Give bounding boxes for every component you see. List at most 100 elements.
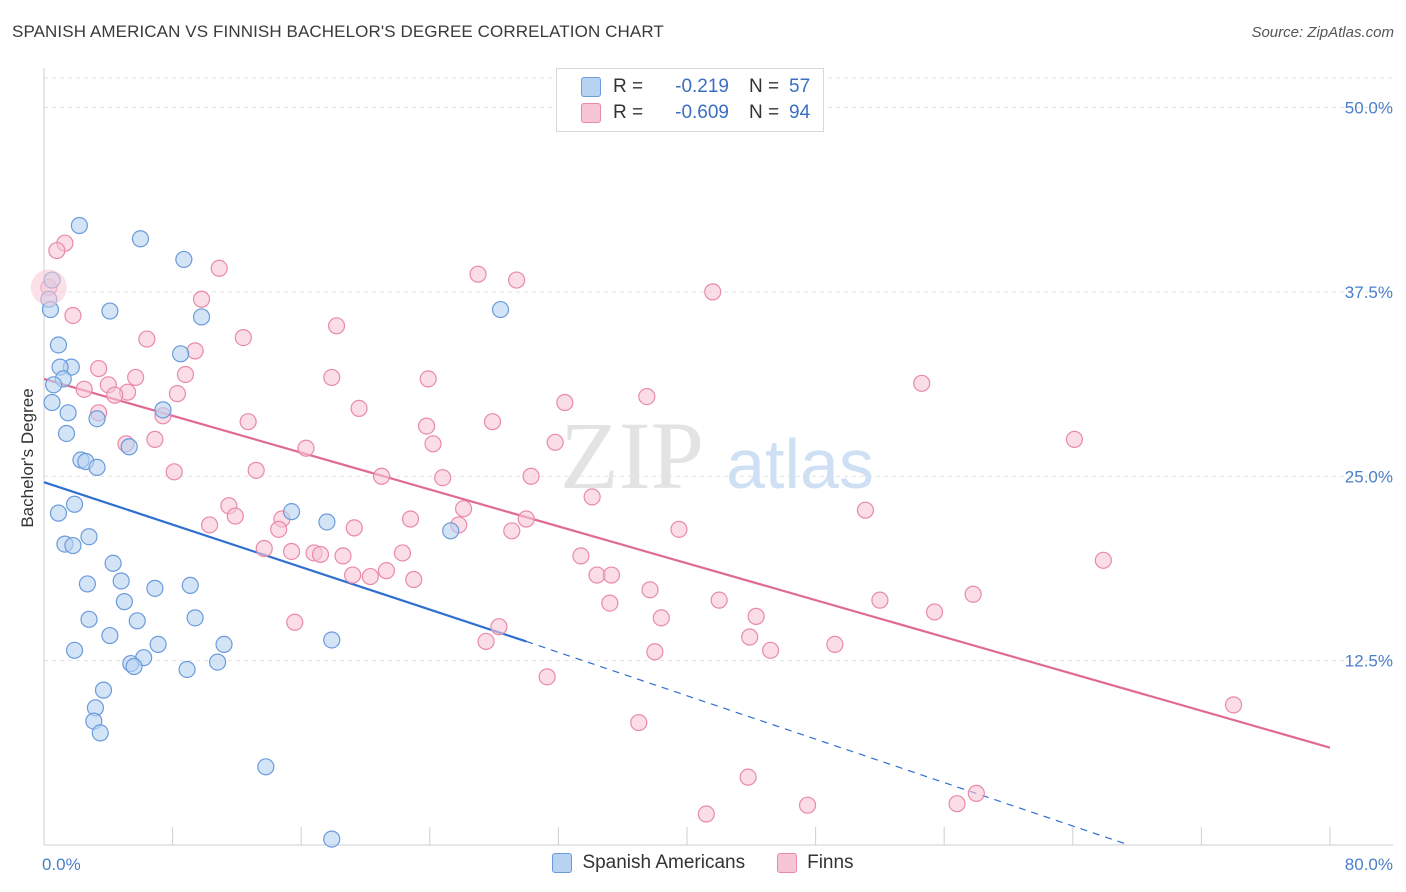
point-spanish-american	[94, 681, 113, 699]
point-finn	[741, 628, 759, 646]
point-spanish-american	[491, 300, 510, 319]
point-finn	[417, 417, 436, 435]
point-finn	[601, 594, 619, 612]
point-spanish-american	[49, 504, 68, 522]
point-finn	[1065, 430, 1084, 448]
point-finn	[583, 488, 601, 506]
point-spanish-american	[101, 626, 119, 645]
point-finn	[454, 500, 473, 518]
point-spanish-american	[215, 635, 233, 654]
point-spanish-american	[78, 575, 97, 593]
trend-line-spanish-americans	[43, 481, 527, 643]
point-finn	[483, 413, 502, 431]
point-finn	[270, 520, 288, 538]
point-finn	[747, 607, 765, 625]
point-finn	[913, 374, 931, 392]
legend-item-spanish-americans[interactable]: Spanish Americans	[552, 852, 745, 874]
point-finn	[372, 467, 391, 485]
point-finn	[48, 241, 66, 260]
point-finn	[401, 510, 420, 528]
point-finn	[168, 385, 187, 403]
series-legend: Spanish Americans Finns	[0, 852, 1406, 874]
point-finn	[602, 566, 621, 584]
legend-swatch-blue	[581, 77, 601, 97]
point-finn	[630, 713, 648, 732]
trend-line-spanish-americans-extension	[526, 640, 1130, 846]
legend-swatch-pink	[581, 103, 601, 123]
point-finn	[345, 519, 363, 537]
point-finn	[538, 668, 556, 686]
point-finn	[508, 271, 526, 289]
y-tick-label: 12.5%	[1345, 652, 1393, 671]
point-spanish-american	[172, 345, 190, 363]
point-spanish-american	[112, 572, 130, 590]
point-spanish-american	[178, 660, 196, 679]
point-finn	[739, 768, 757, 786]
point-finn	[311, 545, 330, 564]
point-spanish-american	[88, 458, 106, 476]
axis-labels: 0.0% 80.0% Bachelor's Degree 12.5% 25.0% 3…	[18, 99, 1393, 875]
legend-swatch-pink	[777, 853, 798, 873]
point-finn	[165, 463, 183, 481]
point-spanish-american	[175, 250, 193, 269]
legend-item-finns[interactable]: Finns	[777, 852, 854, 874]
point-finn	[925, 603, 944, 621]
point-finn	[350, 399, 368, 417]
point-spanish-american	[59, 404, 77, 422]
point-finn	[826, 635, 844, 654]
y-tick-label: 25.0%	[1345, 467, 1393, 486]
point-finn	[64, 306, 82, 325]
point-finn	[1094, 551, 1112, 569]
point-finn	[282, 542, 301, 561]
point-finn	[138, 330, 156, 348]
point-finn	[327, 317, 346, 335]
watermark-zip: ZIP	[560, 402, 704, 509]
point-finn	[405, 570, 423, 589]
point-finn	[434, 469, 452, 487]
legend-row-spanish: R = -0.219 N = 57	[581, 74, 810, 100]
axes	[43, 68, 1393, 846]
point-spanish-american	[125, 657, 143, 676]
point-spanish-american	[80, 610, 98, 628]
trend-line-finns	[43, 377, 1331, 749]
point-finn	[393, 544, 412, 562]
trend-lines	[43, 377, 1331, 846]
legend-n-value: 94	[789, 102, 811, 123]
y-axis-title: Bachelor's Degree	[18, 388, 37, 527]
point-spanish-american	[128, 612, 146, 630]
point-spanish-american	[323, 631, 341, 649]
x-tick-label-max: 80.0%	[1345, 855, 1393, 874]
point-spanish-american	[115, 593, 133, 611]
source-label: Source: ZipAtlas.com	[1251, 24, 1394, 41]
point-finn	[334, 547, 352, 565]
legend-swatch-blue	[552, 853, 573, 873]
point-spanish-american	[45, 376, 63, 394]
point-spanish-american	[91, 724, 109, 742]
point-finn	[641, 581, 659, 599]
legend-r-label: R =	[613, 76, 644, 97]
point-finn	[323, 368, 341, 387]
x-tick-label-min: 0.0%	[42, 855, 81, 874]
point-spanish-american	[65, 641, 84, 659]
point-finn	[964, 585, 982, 603]
legend-n-value: 57	[789, 76, 811, 97]
legend-r-value: -0.219	[675, 76, 729, 97]
point-finn	[798, 796, 817, 814]
point-finn-large	[30, 269, 67, 306]
point-finn	[200, 516, 219, 534]
point-finn	[469, 265, 487, 283]
point-finn	[546, 433, 564, 451]
point-finn	[75, 380, 93, 398]
y-tick-label: 50.0%	[1345, 99, 1393, 118]
point-spanish-american	[104, 554, 122, 572]
point-spanish-american	[442, 522, 460, 540]
point-spanish-american	[146, 579, 164, 597]
watermark-atlas: atlas	[726, 425, 874, 503]
point-finn	[856, 501, 875, 519]
point-finn	[697, 805, 715, 823]
point-finn	[127, 368, 145, 387]
point-spanish-american	[65, 495, 84, 513]
point-spanish-american	[181, 576, 199, 595]
y-tick-label: 37.5%	[1345, 283, 1393, 302]
